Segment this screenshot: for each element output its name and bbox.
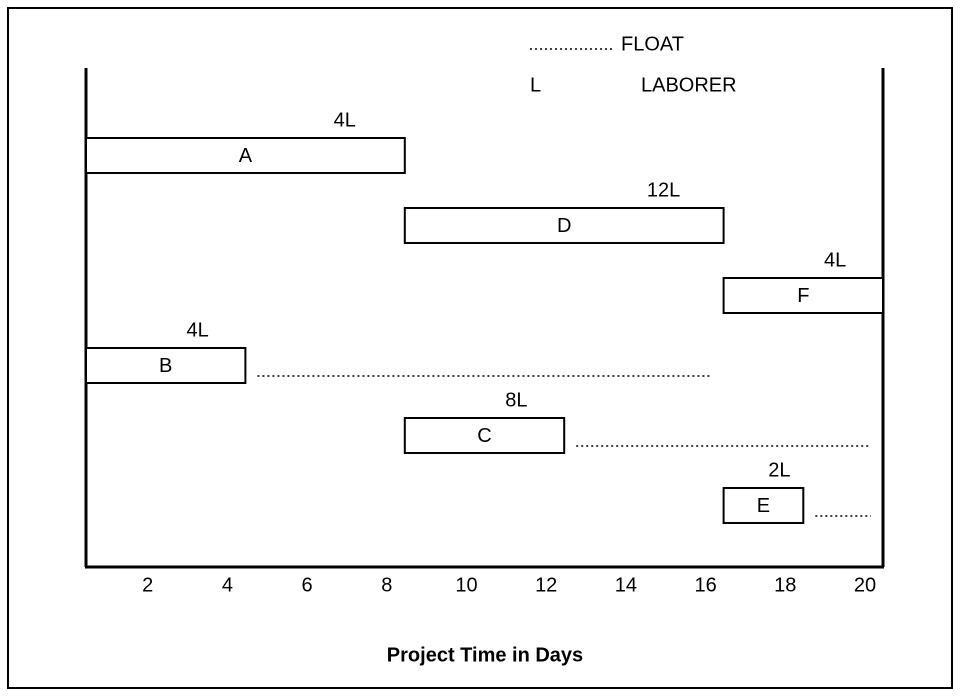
x-tick-label: 16 (694, 574, 716, 596)
task-bar (403, 207, 725, 244)
task-label: D (557, 215, 571, 237)
task-bar (722, 487, 805, 524)
x-tick-label: 14 (615, 574, 637, 596)
task-bar (85, 347, 247, 384)
x-tick-label: 10 (455, 574, 477, 596)
x-tick-label: 12 (535, 574, 557, 596)
x-tick-label: 2 (142, 574, 153, 596)
x-tick-label: 8 (381, 574, 392, 596)
task-label: B (159, 355, 172, 377)
task-label: F (797, 285, 809, 307)
task-bar (403, 417, 566, 454)
resource-label: 8L (505, 389, 527, 411)
task-label: E (757, 495, 770, 517)
x-tick-label: 18 (774, 574, 796, 596)
task-bar (85, 137, 406, 174)
task-label: C (477, 425, 491, 447)
resource-label: 2L (768, 459, 790, 481)
legend-symbol: L (530, 74, 541, 96)
task-bar (722, 277, 884, 314)
task-label: A (239, 145, 253, 167)
resource-label: 4L (186, 319, 208, 341)
resource-label: 4L (334, 109, 356, 131)
x-axis-label: Project Time in Days (387, 644, 583, 666)
x-tick-label: 6 (302, 574, 313, 596)
legend-label: FLOAT (621, 33, 684, 55)
legend-label: LABORER (641, 74, 737, 96)
resource-label: 4L (824, 249, 846, 271)
x-tick-label: 4 (222, 574, 233, 596)
x-tick-label: 20 (854, 574, 876, 596)
resource-label: 12L (647, 179, 680, 201)
